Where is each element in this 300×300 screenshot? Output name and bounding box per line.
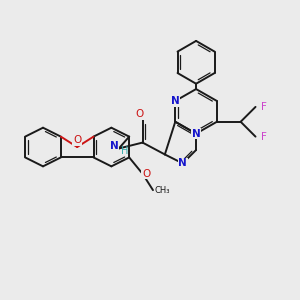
Text: CH₃: CH₃ [154,186,170,195]
Text: O: O [135,109,143,119]
Text: F: F [262,132,267,142]
Text: N: N [178,158,187,168]
Text: N: N [171,96,180,106]
Text: N: N [192,129,200,139]
Text: O: O [73,136,81,146]
Text: H: H [121,146,128,157]
Text: F: F [262,102,267,112]
Text: N: N [110,140,119,151]
Text: O: O [142,169,150,179]
